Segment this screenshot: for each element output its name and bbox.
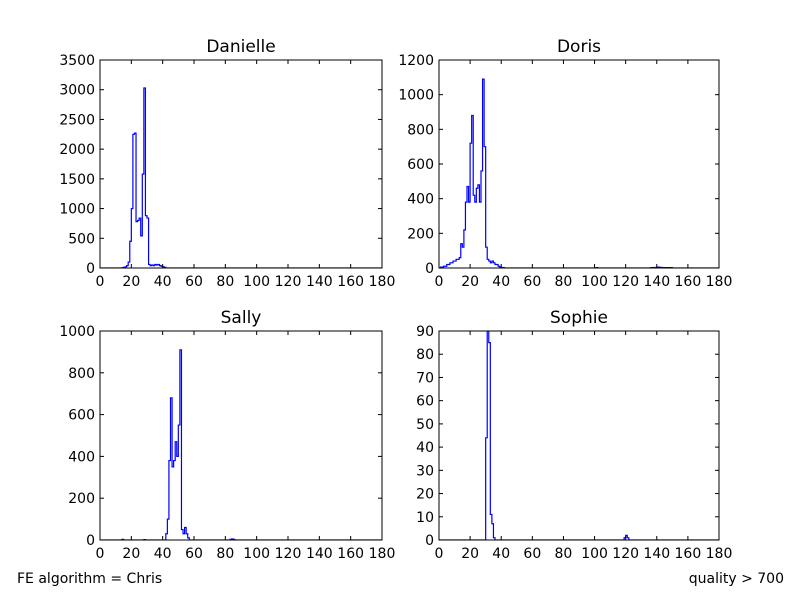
y-tick-label: 1200 bbox=[398, 53, 434, 69]
y-tick-label: 80 bbox=[416, 347, 434, 363]
x-tick-label: 60 bbox=[185, 274, 203, 290]
x-tick-label: 20 bbox=[122, 274, 140, 290]
x-tick-label: 120 bbox=[275, 274, 302, 290]
y-tick-label: 60 bbox=[416, 394, 434, 410]
axes-frame-doris bbox=[438, 59, 720, 269]
x-tick-label: 0 bbox=[96, 274, 105, 290]
y-tick-label: 0 bbox=[86, 533, 95, 549]
y-tick-label: 1500 bbox=[59, 172, 95, 188]
y-tick-label: 40 bbox=[416, 440, 434, 456]
x-tick-label: 120 bbox=[612, 546, 639, 562]
y-tick-label: 90 bbox=[416, 324, 434, 340]
y-tick-label: 20 bbox=[416, 487, 434, 503]
y-tick-label: 3500 bbox=[59, 53, 95, 69]
x-tick-label: 140 bbox=[306, 274, 333, 290]
y-tick-label: 0 bbox=[425, 261, 434, 277]
x-tick-label: 20 bbox=[461, 546, 479, 562]
footer-quality-label: quality > 700 bbox=[688, 571, 784, 587]
y-tick-label: 1000 bbox=[398, 88, 434, 104]
x-tick-label: 80 bbox=[555, 546, 573, 562]
x-tick-label: 80 bbox=[555, 274, 573, 290]
axes-frame-sophie bbox=[438, 330, 720, 541]
x-tick-label: 140 bbox=[643, 546, 670, 562]
x-tick-label: 80 bbox=[216, 546, 234, 562]
x-tick-label: 0 bbox=[96, 546, 105, 562]
y-tick-label: 1000 bbox=[59, 202, 95, 218]
x-tick-label: 60 bbox=[523, 546, 541, 562]
x-tick-label: 180 bbox=[369, 546, 396, 562]
y-tick-label: 500 bbox=[68, 231, 95, 247]
y-tick-label: 30 bbox=[416, 463, 434, 479]
x-tick-label: 160 bbox=[675, 274, 702, 290]
x-tick-label: 180 bbox=[369, 274, 396, 290]
subplot-title-sophie: Sophie bbox=[550, 308, 608, 328]
x-tick-label: 80 bbox=[216, 274, 234, 290]
subplot-sophie: 0 20 40 60 80 100 120 140 160 180 0 10 20 30 40 50 60 70 8… bbox=[416, 308, 732, 562]
x-tick-label: 120 bbox=[275, 546, 302, 562]
y-tick-label: 2000 bbox=[59, 142, 95, 158]
axes-frame-danielle bbox=[99, 59, 383, 269]
x-tick-label: 120 bbox=[612, 274, 639, 290]
series-line-sally bbox=[100, 349, 382, 540]
subplot-title-danielle: Danielle bbox=[206, 37, 275, 57]
axes-frame-sally bbox=[99, 330, 383, 541]
x-tick-label: 40 bbox=[492, 274, 510, 290]
x-tick-label: 100 bbox=[581, 274, 608, 290]
series-line-sophie bbox=[439, 331, 719, 540]
y-tick-label: 0 bbox=[425, 533, 434, 549]
x-tick-label: 20 bbox=[122, 546, 140, 562]
x-tick-label: 160 bbox=[337, 546, 364, 562]
series-line-danielle bbox=[100, 87, 382, 268]
x-tick-label: 40 bbox=[492, 546, 510, 562]
x-tick-label: 180 bbox=[706, 546, 733, 562]
subplot-danielle: 0 20 40 60 80 100 120 140 160 180 0 500 1000 1500 2000… bbox=[59, 37, 395, 290]
y-tick-label: 2500 bbox=[59, 112, 95, 128]
subplot-sally: 0 20 40 60 80 100 120 140 160 180 0 200 400 600 800 100… bbox=[59, 308, 395, 562]
footer-algorithm-label: FE algorithm = Chris bbox=[17, 571, 163, 587]
x-tick-label: 100 bbox=[243, 274, 270, 290]
y-tick-label: 70 bbox=[416, 370, 434, 386]
x-tick-label: 40 bbox=[154, 546, 172, 562]
x-tick-label: 60 bbox=[523, 274, 541, 290]
subplot-title-doris: Doris bbox=[557, 37, 601, 57]
y-tick-label: 400 bbox=[407, 192, 434, 208]
y-tick-label: 800 bbox=[68, 366, 95, 382]
x-tick-label: 100 bbox=[581, 546, 608, 562]
y-tick-label: 1000 bbox=[59, 324, 95, 340]
x-tick-label: 180 bbox=[706, 274, 733, 290]
x-tick-label: 160 bbox=[337, 274, 364, 290]
series-line-doris bbox=[439, 78, 719, 268]
y-tick-label: 600 bbox=[68, 408, 95, 424]
subplot-doris: 0 20 40 60 80 100 120 140 160 180 0 200 400 600 800 100… bbox=[398, 37, 732, 290]
x-tick-label: 140 bbox=[306, 546, 333, 562]
y-tick-label: 50 bbox=[416, 417, 434, 433]
y-tick-label: 10 bbox=[416, 510, 434, 526]
y-tick-label: 800 bbox=[407, 122, 434, 138]
y-tick-label: 3000 bbox=[59, 83, 95, 99]
y-tick-label: 200 bbox=[407, 226, 434, 242]
x-tick-label: 40 bbox=[154, 274, 172, 290]
subplot-title-sally: Sally bbox=[221, 308, 262, 328]
x-tick-label: 0 bbox=[435, 546, 444, 562]
y-tick-label: 400 bbox=[68, 449, 95, 465]
x-tick-label: 0 bbox=[435, 274, 444, 290]
x-tick-label: 100 bbox=[243, 546, 270, 562]
y-tick-label: 600 bbox=[407, 157, 434, 173]
x-tick-label: 60 bbox=[185, 546, 203, 562]
x-tick-label: 160 bbox=[675, 546, 702, 562]
y-tick-label: 200 bbox=[68, 491, 95, 507]
x-tick-label: 140 bbox=[643, 274, 670, 290]
x-tick-label: 20 bbox=[461, 274, 479, 290]
y-tick-label: 0 bbox=[86, 261, 95, 277]
